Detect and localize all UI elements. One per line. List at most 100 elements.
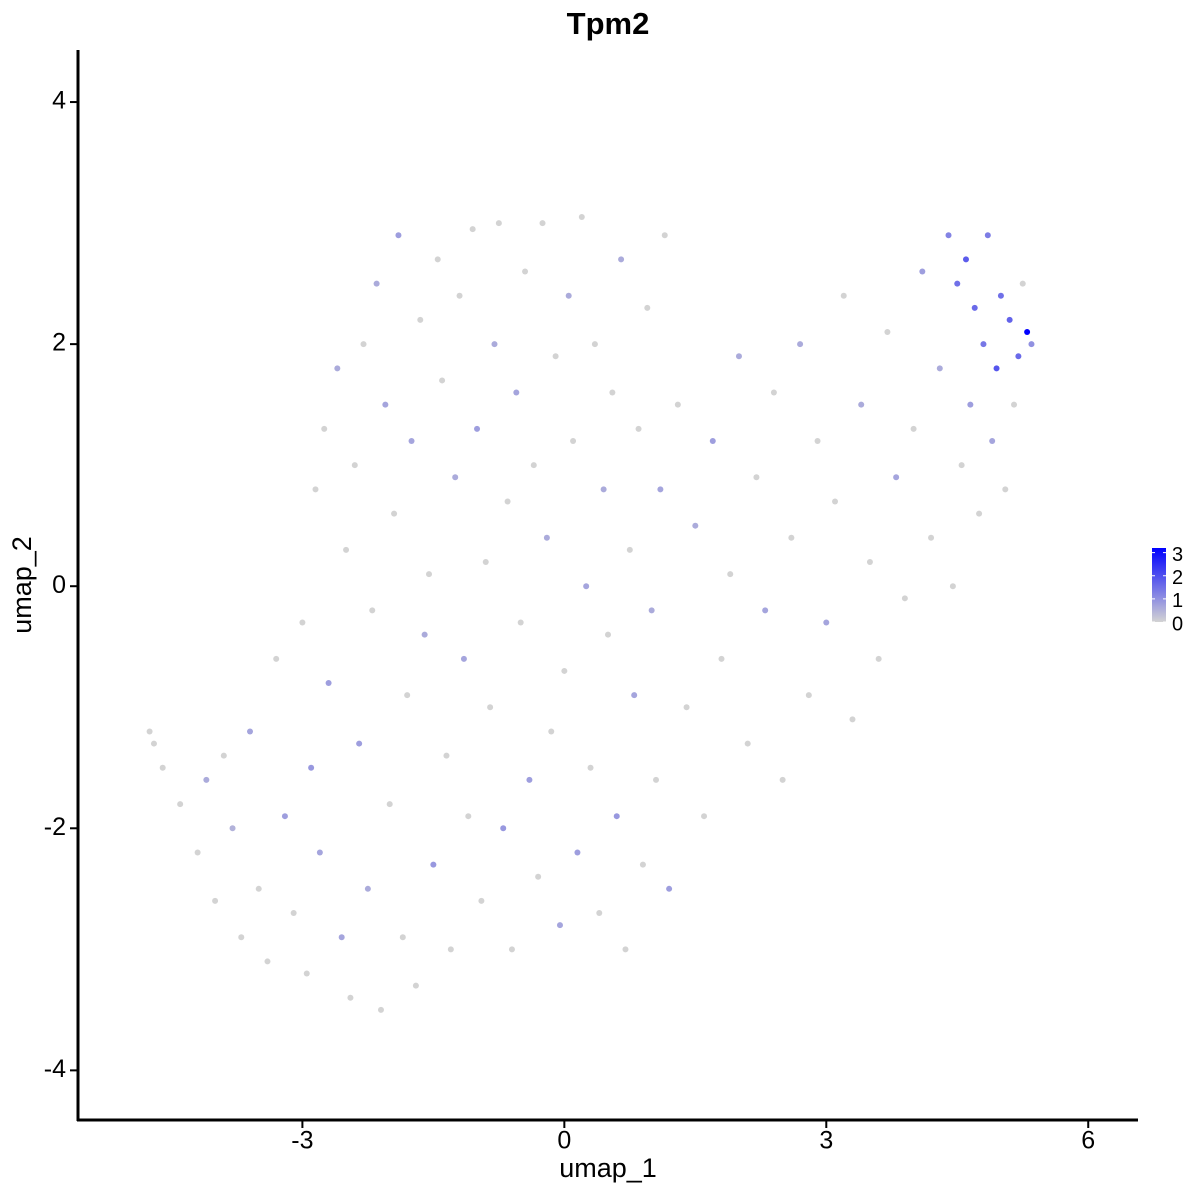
point (936, 365, 943, 372)
point (469, 226, 476, 233)
point (264, 958, 271, 965)
point (452, 474, 459, 481)
point (487, 704, 494, 711)
point (303, 970, 310, 977)
point (971, 304, 978, 311)
point (316, 849, 323, 856)
point (548, 728, 555, 735)
point (399, 934, 406, 941)
point (613, 813, 620, 820)
point (718, 655, 725, 662)
point (338, 934, 345, 941)
point (517, 619, 524, 626)
point (386, 801, 393, 808)
point (653, 776, 660, 783)
point (1024, 329, 1031, 336)
point (735, 353, 742, 360)
point (526, 776, 533, 783)
point (443, 752, 450, 759)
point (478, 897, 485, 904)
point (910, 425, 917, 432)
point (500, 825, 507, 832)
point (849, 716, 856, 723)
y-tick-label: 0 (52, 571, 66, 599)
x-axis-label: umap_1 (559, 1153, 657, 1183)
point (377, 1006, 384, 1013)
point (290, 910, 297, 917)
point (875, 655, 882, 662)
point (508, 946, 515, 953)
point (980, 341, 987, 348)
point (312, 486, 319, 493)
point (412, 982, 419, 989)
point (919, 268, 926, 275)
point (596, 910, 603, 917)
point (661, 232, 668, 239)
point (247, 728, 254, 735)
x-tick-label: 6 (1081, 1127, 1095, 1155)
point (373, 280, 380, 287)
point (539, 220, 546, 227)
point (382, 401, 389, 408)
point (989, 437, 996, 444)
point (583, 583, 590, 590)
point (347, 994, 354, 1001)
point (832, 498, 839, 505)
point (504, 498, 511, 505)
point (369, 607, 376, 614)
y-tick-label: 4 (52, 87, 66, 115)
point (570, 437, 577, 444)
point (609, 389, 616, 396)
point (391, 510, 398, 517)
point (212, 897, 219, 904)
point (281, 813, 288, 820)
point (753, 474, 760, 481)
point (1006, 316, 1013, 323)
points (146, 214, 1035, 1013)
point (1019, 280, 1026, 287)
point (958, 462, 965, 469)
point (460, 655, 467, 662)
point (543, 534, 550, 541)
point (701, 813, 708, 820)
point (421, 631, 428, 638)
point (639, 861, 646, 868)
point (299, 619, 306, 626)
point (343, 546, 350, 553)
point (893, 474, 900, 481)
point (238, 934, 245, 941)
point (417, 316, 424, 323)
point (692, 522, 699, 529)
point (522, 268, 529, 275)
chart-title: Tpm2 (567, 6, 650, 41)
point (814, 437, 821, 444)
point (325, 680, 332, 687)
point (146, 728, 153, 735)
point (229, 825, 236, 832)
point (648, 607, 655, 614)
point (364, 885, 371, 892)
point (744, 740, 751, 747)
point (356, 740, 363, 747)
point (618, 256, 625, 263)
y-tick-label: -4 (44, 1055, 66, 1083)
point (1002, 486, 1009, 493)
point (954, 280, 961, 287)
point (945, 232, 952, 239)
point (395, 232, 402, 239)
legend-colorbar (1152, 548, 1166, 622)
point (788, 534, 795, 541)
point (949, 583, 956, 590)
point (495, 220, 502, 227)
point (404, 692, 411, 699)
point (674, 401, 681, 408)
legend-label: 0 (1172, 613, 1183, 635)
point (565, 292, 572, 299)
y-tick-label: 2 (52, 329, 66, 357)
point (967, 401, 974, 408)
point (587, 764, 594, 771)
point (334, 365, 341, 372)
legend-label: 1 (1172, 590, 1183, 612)
point (635, 425, 642, 432)
